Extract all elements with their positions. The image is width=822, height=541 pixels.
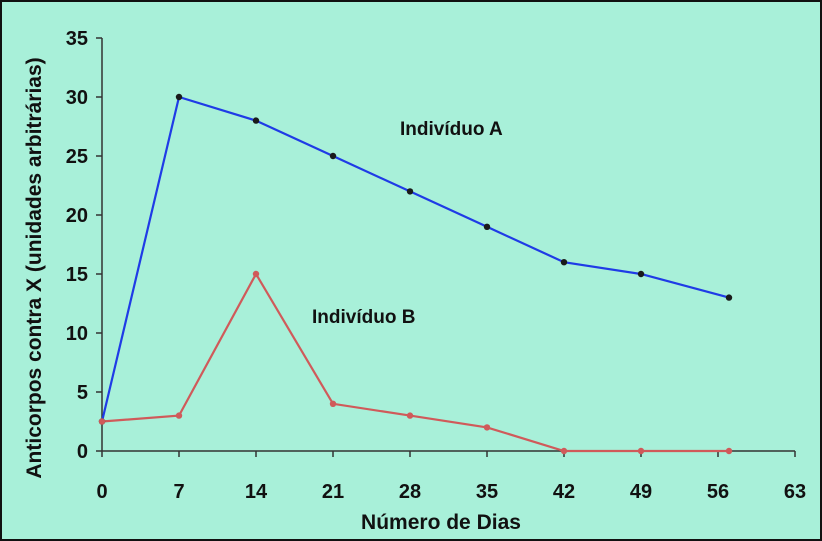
x-axis-title: Número de Dias bbox=[361, 511, 521, 534]
data-point-b bbox=[252, 270, 260, 278]
data-point-b bbox=[483, 424, 491, 431]
data-point-a bbox=[725, 294, 733, 301]
data-point-a bbox=[329, 152, 337, 160]
x-tick-label: 14 bbox=[245, 481, 268, 503]
data-point-a bbox=[637, 270, 645, 278]
data-point-a bbox=[406, 188, 414, 195]
data-point-b bbox=[329, 400, 337, 407]
x-tick-label: 0 bbox=[96, 481, 107, 503]
y-tick-label: 5 bbox=[77, 382, 88, 404]
y-tick-label: 10 bbox=[66, 323, 88, 345]
y-tick-label: 20 bbox=[66, 205, 88, 227]
x-tick-label: 49 bbox=[630, 481, 652, 503]
y-tick-label: 35 bbox=[66, 28, 88, 50]
y-axis-title: Anticorpos contra X (unidades arbitrária… bbox=[23, 57, 46, 478]
series-label-a: Indivíduo A bbox=[400, 119, 503, 140]
x-tick-label: 63 bbox=[784, 481, 806, 503]
y-tick-label: 0 bbox=[77, 441, 88, 463]
data-point-a bbox=[560, 259, 568, 266]
series-label-b: Indivíduo B bbox=[312, 307, 415, 328]
x-tick-label: 42 bbox=[553, 481, 575, 503]
axis-ticks: 0 7 14 21 28 35 42 49 56 63 0 5 10 15 20 25 30 35 bbox=[66, 28, 806, 503]
data-point-a bbox=[175, 93, 183, 101]
y-tick-label: 25 bbox=[66, 146, 88, 168]
x-tick-label: 7 bbox=[173, 481, 184, 503]
x-tick-label: 21 bbox=[322, 481, 344, 503]
data-point-a bbox=[252, 117, 260, 124]
data-point-b bbox=[98, 418, 106, 425]
data-point-b bbox=[175, 412, 183, 419]
x-tick-label: 35 bbox=[476, 481, 498, 503]
data-point-b bbox=[725, 447, 733, 455]
data-point-b bbox=[560, 447, 568, 455]
x-tick-label: 28 bbox=[399, 481, 421, 503]
data-point-b bbox=[406, 412, 414, 419]
y-tick-label: 15 bbox=[66, 264, 88, 286]
series-points bbox=[98, 93, 733, 455]
data-point-b bbox=[637, 447, 645, 455]
y-tick-label: 30 bbox=[66, 87, 88, 109]
x-tick-label: 56 bbox=[707, 481, 729, 503]
data-point-a bbox=[483, 223, 491, 230]
